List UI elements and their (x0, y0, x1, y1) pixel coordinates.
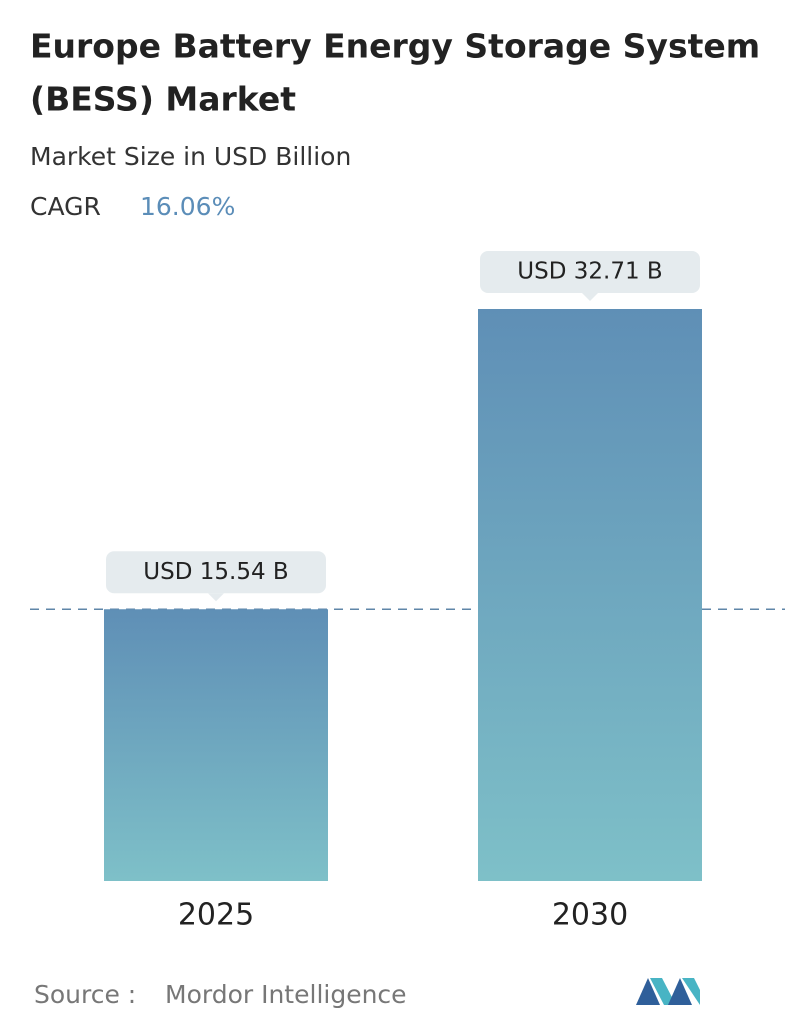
chart-subtitle: Market Size in USD Billion (30, 142, 351, 171)
source-label: Source : (34, 980, 136, 1009)
x-tick-label: 2025 (178, 898, 254, 933)
cagr-value: 16.06% (140, 192, 235, 221)
value-label-pointer (582, 293, 598, 301)
value-label-pointer (208, 593, 224, 602)
value-label: USD 15.54 B (143, 559, 288, 585)
chart-title: Europe Battery Energy Storage System (30, 27, 760, 66)
value-label: USD 32.71 B (517, 259, 662, 285)
x-tick-label: 2030 (552, 898, 628, 933)
chart-title: (BESS) Market (30, 80, 296, 119)
value-label-box (480, 251, 700, 293)
cagr-label: CAGR (30, 192, 101, 221)
logo (636, 978, 700, 1005)
bar (104, 609, 328, 881)
value-label-box (106, 551, 326, 594)
bar (478, 309, 702, 881)
source: Mordor Intelligence (165, 980, 407, 1009)
